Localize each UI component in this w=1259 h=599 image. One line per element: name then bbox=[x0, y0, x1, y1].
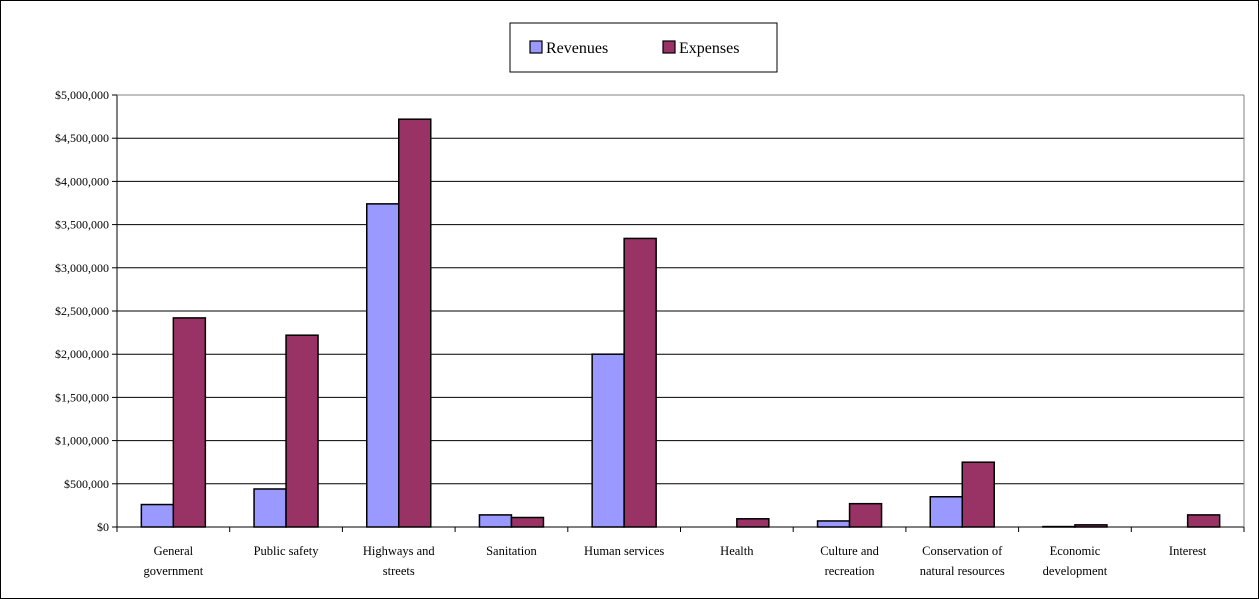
x-category-label: development bbox=[1043, 564, 1108, 578]
x-category-label: streets bbox=[383, 564, 415, 578]
bar-revenues bbox=[930, 497, 962, 527]
y-tick-label: $3,000,000 bbox=[55, 261, 109, 275]
x-axis-labels: General government Public safety Highways a… bbox=[143, 544, 1206, 578]
bar-expenses bbox=[173, 318, 205, 527]
bar-expenses bbox=[962, 462, 994, 527]
bar-revenues bbox=[254, 489, 286, 527]
y-tick-label: $3,500,000 bbox=[55, 218, 109, 232]
x-category-label: Health bbox=[720, 544, 754, 558]
y-tick-label: $1,000,000 bbox=[55, 434, 109, 448]
x-category-label: government bbox=[143, 564, 203, 578]
bar-revenues bbox=[592, 354, 624, 527]
x-category-label: Culture and bbox=[820, 544, 879, 558]
x-category-label: natural resources bbox=[920, 564, 1005, 578]
bar-expenses bbox=[511, 517, 543, 527]
x-category-label: Public safety bbox=[254, 544, 320, 558]
legend-swatch-expenses bbox=[663, 41, 675, 53]
x-category-label: Human services bbox=[584, 544, 664, 558]
x-category-label: Economic bbox=[1050, 544, 1101, 558]
y-tick-label: $2,500,000 bbox=[55, 304, 109, 318]
x-category-label: Highways and bbox=[363, 544, 436, 558]
bars bbox=[141, 119, 1219, 527]
y-tick-label: $5,000,000 bbox=[55, 88, 109, 102]
x-category-label: Conservation of bbox=[922, 544, 1003, 558]
legend-swatch-revenues bbox=[530, 41, 542, 53]
y-tick-label: $2,000,000 bbox=[55, 347, 109, 361]
x-category-label: Interest bbox=[1169, 544, 1207, 558]
y-tick-label: $4,000,000 bbox=[55, 174, 109, 188]
bar-expenses bbox=[737, 519, 769, 527]
bar-expenses bbox=[850, 504, 882, 527]
y-tick-label: $4,500,000 bbox=[55, 131, 109, 145]
y-tick-label: $500,000 bbox=[64, 477, 109, 491]
bar-expenses bbox=[286, 335, 318, 527]
bar-expenses bbox=[1188, 515, 1220, 527]
bar-revenues bbox=[141, 505, 173, 527]
legend: Revenues Expenses bbox=[510, 23, 777, 72]
bar-revenues bbox=[479, 515, 511, 527]
bar-expenses bbox=[624, 238, 656, 527]
legend-label-expenses: Expenses bbox=[679, 40, 739, 57]
x-category-label: Sanitation bbox=[486, 544, 537, 558]
y-axis-ticks: $0 $500,000 $1,000,000 $1,500,000 $2,000,000… bbox=[55, 88, 117, 534]
x-category-label: General bbox=[154, 544, 194, 558]
bar-revenues bbox=[367, 204, 399, 527]
bar-expenses bbox=[399, 119, 431, 527]
y-tick-label: $0 bbox=[97, 520, 109, 534]
y-tick-label: $1,500,000 bbox=[55, 390, 109, 404]
legend-label-revenues: Revenues bbox=[546, 40, 608, 57]
bar-revenues bbox=[818, 521, 850, 527]
x-category-label: recreation bbox=[825, 564, 876, 578]
